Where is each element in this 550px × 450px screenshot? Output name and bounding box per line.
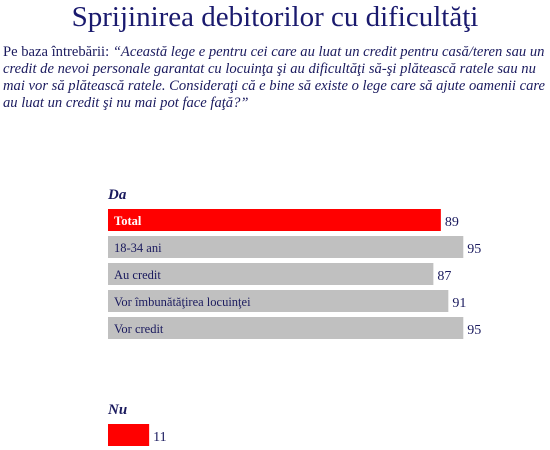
page-title: Sprijinirea debitorilor cu dificultăţi — [71, 1, 479, 33]
value-label-0-0: 89 — [445, 215, 459, 230]
bar-label-0-4: Vor credit — [114, 322, 164, 336]
question-quote: “Această lege e pentru cei care au luat … — [3, 44, 546, 111]
value-label-0-4: 95 — [467, 323, 481, 338]
value-label-0-1: 95 — [467, 242, 481, 257]
bar-1-0 — [108, 424, 150, 446]
group-label-0: Da — [107, 187, 127, 203]
question-text: Pe baza întrebării: “Această lege e pent… — [3, 44, 548, 112]
bar-label-0-3: Vor îmbunătăţirea locuinţei — [114, 295, 251, 309]
value-label-0-3: 91 — [452, 296, 466, 311]
value-label-0-2: 87 — [437, 269, 451, 284]
bar-0-1 — [108, 236, 464, 258]
question-prefix: Pe baza întrebării: — [3, 44, 113, 60]
bar-0-3 — [108, 290, 449, 312]
bar-0-4 — [108, 317, 464, 339]
group-label-1: Nu — [107, 402, 127, 418]
bar-label-0-2: Au credit — [114, 268, 161, 282]
bar-0-0 — [108, 209, 441, 231]
bar-label-0-0: Total — [114, 214, 142, 228]
value-label-1-0: 11 — [153, 430, 166, 445]
bar-label-0-1: 18-34 ani — [114, 241, 162, 255]
bar-0-2 — [108, 263, 434, 285]
